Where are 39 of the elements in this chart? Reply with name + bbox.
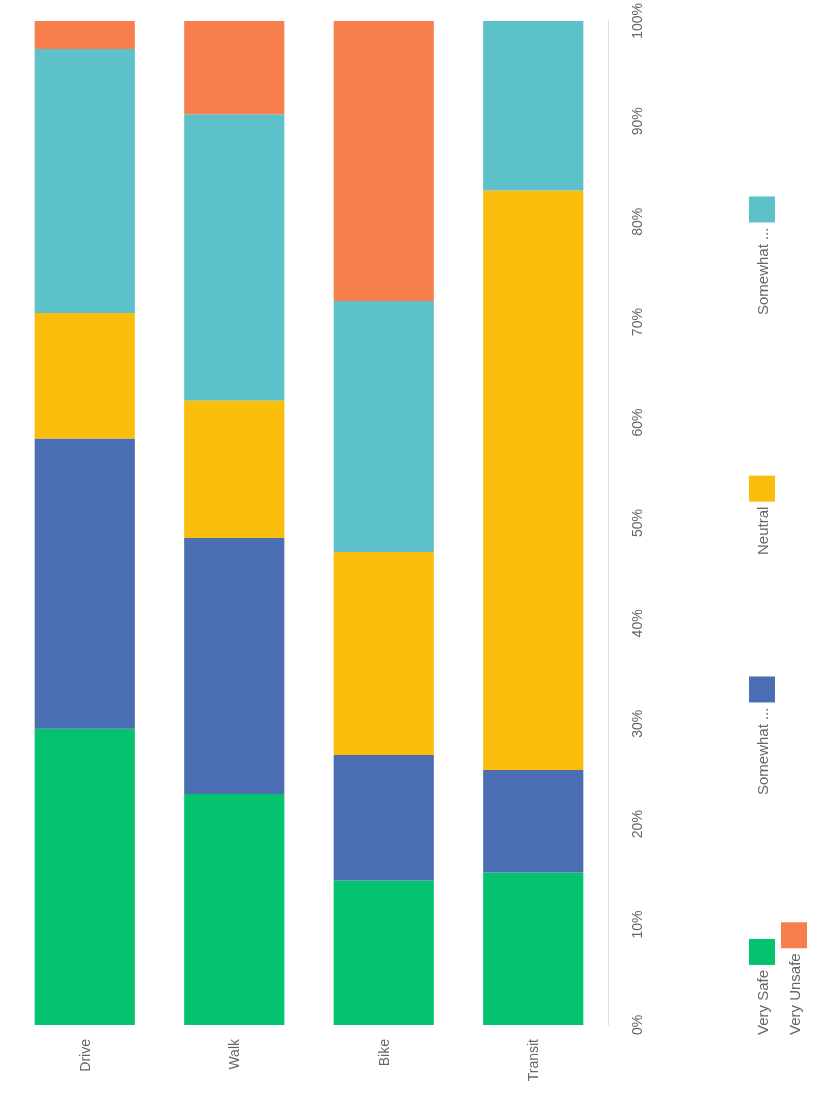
bar [483,872,584,1025]
x-tick-label: Transit [525,1038,542,1082]
y-tick-label: 10% [629,910,645,939]
y-tick-label: 70% [629,308,645,337]
bar [483,769,584,873]
bar [333,301,434,553]
bar [184,400,285,539]
bar [34,728,135,1025]
bar [333,20,434,302]
x-tick-label: Drive [76,1038,93,1072]
bar [184,20,285,115]
y-tick-label: 100% [629,3,645,39]
x-tick-label: Walk [226,1038,243,1070]
y-tick-label: 90% [629,107,645,136]
bar [333,880,434,1025]
y-tick-label: 50% [629,508,645,537]
bar [34,20,135,50]
y-tick-label: 40% [629,609,645,638]
bar [333,754,434,881]
x-tick-label: Bike [375,1038,392,1067]
y-tick-label: 60% [629,408,645,437]
y-tick-label: 20% [629,810,645,839]
y-tick-label: 30% [629,709,645,738]
legend-label: Somewhat ... [753,227,771,316]
bar [333,552,434,755]
bar [34,438,135,729]
legend-label: Neutral [753,506,771,555]
bar [483,190,584,770]
y-tick-label: 0% [629,1014,645,1036]
bar [483,20,584,191]
bar [184,538,285,795]
bar [34,313,135,439]
y-tick-label: 80% [629,207,645,236]
legend-label: Somewhat ... [753,707,771,796]
bar [184,794,285,1025]
bar [184,114,285,401]
legend-label: Very Safe [753,969,771,1036]
legend-label: Very Unsafe [785,953,803,1036]
bar [34,49,135,314]
